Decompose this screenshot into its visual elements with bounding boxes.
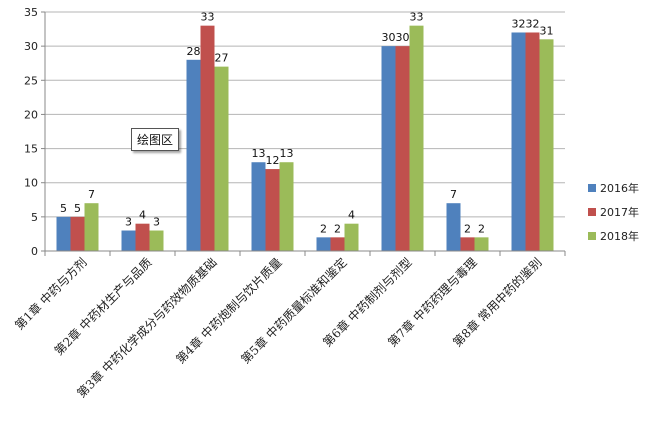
data-label: 2 bbox=[320, 222, 327, 235]
legend-entry: 2018年 bbox=[600, 229, 639, 243]
bars bbox=[56, 25, 554, 252]
data-label: 2 bbox=[334, 222, 341, 235]
bar bbox=[511, 32, 526, 251]
data-label: 13 bbox=[252, 147, 266, 160]
y-tick-label: 5 bbox=[31, 211, 38, 224]
data-label: 31 bbox=[540, 24, 554, 37]
data-label: 13 bbox=[280, 147, 294, 160]
legend-swatch bbox=[588, 184, 596, 192]
bar bbox=[186, 59, 201, 251]
data-label: 32 bbox=[512, 17, 526, 30]
bar bbox=[525, 32, 540, 251]
bar bbox=[330, 237, 345, 251]
data-label: 28 bbox=[187, 45, 201, 58]
data-label: 2 bbox=[478, 222, 485, 235]
bar bbox=[56, 216, 71, 251]
category-label: 第3章 中药化学成分与药效物质基础 bbox=[74, 255, 220, 401]
bar bbox=[474, 237, 489, 251]
data-label: 32 bbox=[526, 17, 540, 30]
y-tick-label: 20 bbox=[24, 108, 38, 121]
bar bbox=[460, 237, 475, 251]
category-label: 第4章 中药炮制与饮片质量 bbox=[173, 255, 285, 367]
bar bbox=[446, 203, 461, 251]
bar bbox=[279, 162, 294, 251]
legend-entry: 2017年 bbox=[600, 205, 639, 219]
legend-swatch bbox=[588, 232, 596, 240]
legend-entry: 2016年 bbox=[600, 181, 639, 195]
data-label: 3 bbox=[153, 216, 160, 229]
bar bbox=[84, 203, 99, 251]
y-tick-label: 25 bbox=[24, 74, 38, 87]
data-label: 7 bbox=[88, 188, 95, 201]
bar bbox=[251, 162, 266, 251]
bar bbox=[214, 66, 229, 251]
data-label: 12 bbox=[266, 154, 280, 167]
bar bbox=[381, 46, 396, 252]
bar bbox=[395, 46, 410, 252]
data-label: 33 bbox=[201, 11, 215, 24]
bar bbox=[200, 25, 215, 252]
data-label: 27 bbox=[215, 52, 229, 65]
bar bbox=[539, 39, 554, 251]
y-tick-label: 0 bbox=[31, 245, 38, 258]
data-label: 30 bbox=[396, 31, 410, 44]
legend: 2016年 2017年 2018年 bbox=[588, 181, 639, 243]
y-tick-label: 35 bbox=[24, 6, 38, 19]
data-label: 5 bbox=[74, 202, 81, 215]
bar bbox=[135, 223, 150, 251]
bar bbox=[409, 25, 424, 252]
y-axis: 0 5 10 15 20 25 30 35 bbox=[24, 6, 46, 258]
plot-area-tooltip: 绘图区 bbox=[131, 128, 180, 151]
bar bbox=[265, 169, 280, 251]
y-tick-label: 10 bbox=[24, 177, 38, 190]
bar bbox=[149, 230, 164, 251]
bar bbox=[316, 237, 331, 251]
data-label: 33 bbox=[410, 11, 424, 24]
grid-lines bbox=[45, 11, 565, 218]
bar bbox=[344, 223, 359, 251]
bar bbox=[70, 216, 85, 251]
y-tick-label: 30 bbox=[24, 40, 38, 53]
data-label: 30 bbox=[382, 31, 396, 44]
data-label: 7 bbox=[450, 188, 457, 201]
bar bbox=[121, 230, 136, 251]
data-label: 3 bbox=[125, 216, 132, 229]
data-label: 5 bbox=[60, 202, 67, 215]
category-label: 第5章 中药质量标准和鉴定 bbox=[238, 255, 350, 367]
data-label: 2 bbox=[464, 222, 471, 235]
legend-swatch bbox=[588, 208, 596, 216]
data-label: 4 bbox=[139, 209, 146, 222]
y-tick-label: 15 bbox=[24, 143, 38, 156]
data-label: 4 bbox=[348, 209, 355, 222]
